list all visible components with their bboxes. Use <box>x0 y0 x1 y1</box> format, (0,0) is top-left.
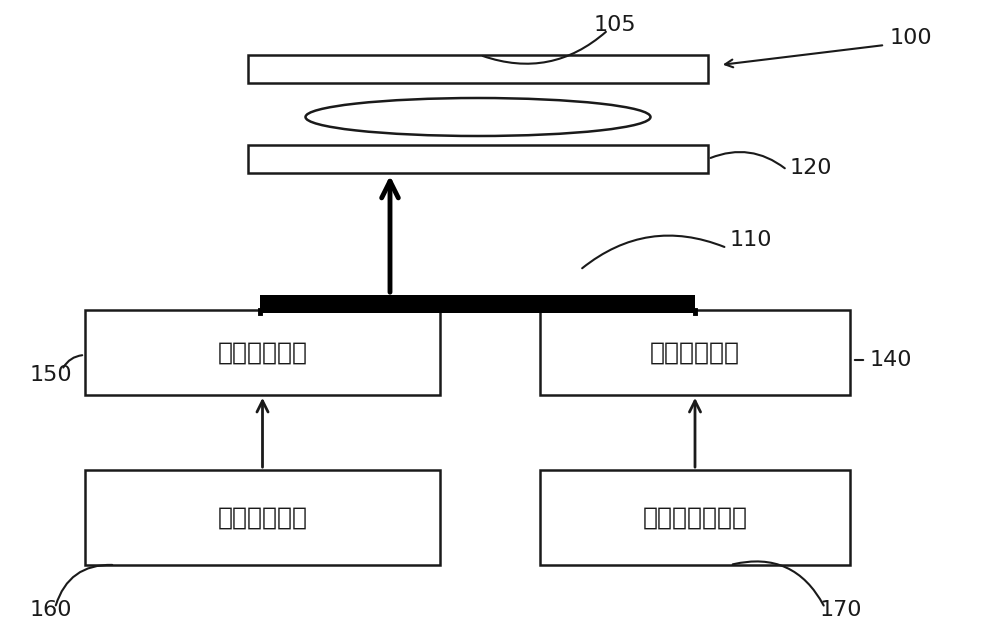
Bar <box>85 470 440 565</box>
Bar <box>540 470 850 565</box>
Text: 阻抗匹配网络: 阻抗匹配网络 <box>218 341 308 365</box>
Text: 射频偏置功率源: 射频偏置功率源 <box>642 506 748 529</box>
Text: 150: 150 <box>30 365 73 385</box>
Bar <box>260 295 695 313</box>
Bar <box>85 310 440 395</box>
Text: 120: 120 <box>790 158 832 178</box>
Ellipse shape <box>306 98 650 136</box>
Text: 100: 100 <box>890 28 933 48</box>
Bar <box>248 145 708 173</box>
Bar <box>540 310 850 395</box>
Text: 阻抗匹配网络: 阻抗匹配网络 <box>650 341 740 365</box>
Text: 110: 110 <box>730 230 772 250</box>
Text: 射频源功率源: 射频源功率源 <box>218 506 308 529</box>
Bar <box>248 55 708 83</box>
Text: 170: 170 <box>820 600 862 620</box>
Text: 140: 140 <box>870 350 912 370</box>
Text: 160: 160 <box>30 600 72 620</box>
Text: 105: 105 <box>594 15 636 35</box>
